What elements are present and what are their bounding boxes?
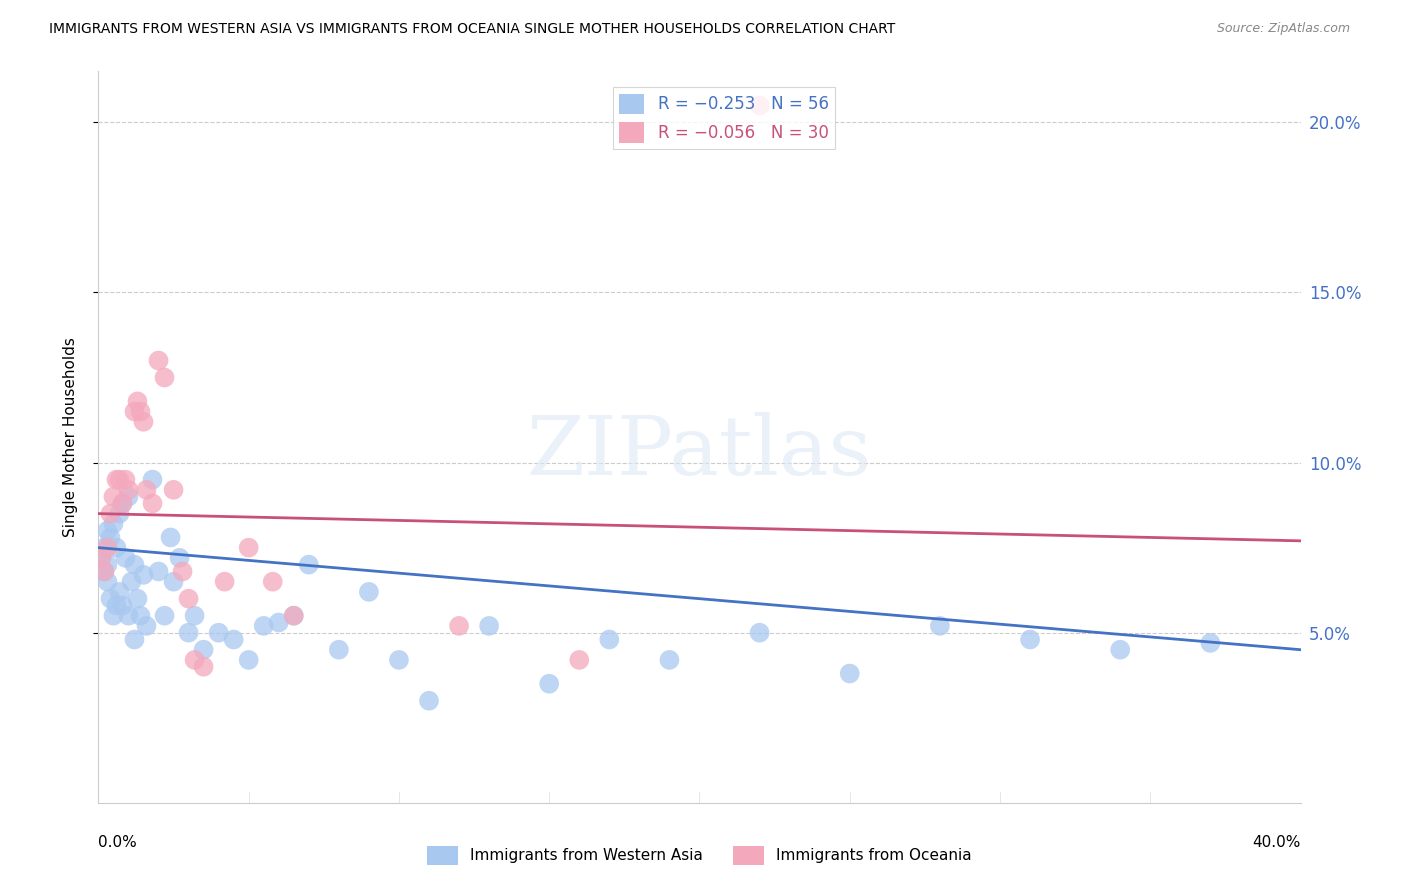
Point	[105, 599, 128, 613]
Point	[124, 632, 146, 647]
Text: 0.0%: 0.0%	[98, 836, 138, 850]
Point	[253, 619, 276, 633]
Point	[658, 653, 681, 667]
Point	[148, 565, 170, 579]
Point	[114, 473, 136, 487]
Point	[90, 550, 112, 565]
Point	[222, 632, 245, 647]
Point	[183, 653, 205, 667]
Point	[108, 473, 131, 487]
Point	[283, 608, 305, 623]
Text: Source: ZipAtlas.com: Source: ZipAtlas.com	[1216, 22, 1350, 36]
Point	[103, 490, 125, 504]
Point	[90, 550, 112, 565]
Point	[328, 642, 350, 657]
Point	[100, 591, 122, 606]
Point	[108, 507, 131, 521]
Point	[96, 541, 118, 555]
Point	[129, 404, 152, 418]
Point	[96, 558, 118, 572]
Point	[1019, 632, 1042, 647]
Point	[117, 490, 139, 504]
Point	[538, 677, 561, 691]
Point	[169, 550, 191, 565]
Point	[208, 625, 231, 640]
Point	[598, 632, 620, 647]
Point	[117, 608, 139, 623]
Point	[357, 585, 380, 599]
Point	[153, 608, 176, 623]
Point	[447, 619, 470, 633]
Point	[129, 608, 152, 623]
Point	[127, 394, 149, 409]
Point	[214, 574, 236, 589]
Point	[124, 404, 146, 418]
Point	[100, 531, 122, 545]
Point	[193, 659, 215, 673]
Point	[262, 574, 284, 589]
Point	[93, 541, 115, 555]
Point	[103, 516, 125, 531]
Point	[121, 574, 143, 589]
Point	[117, 483, 139, 497]
Point	[388, 653, 411, 667]
Point	[298, 558, 321, 572]
Point	[96, 524, 118, 538]
Point	[177, 591, 200, 606]
Point	[193, 642, 215, 657]
Point	[177, 625, 200, 640]
Point	[127, 591, 149, 606]
Point	[183, 608, 205, 623]
Point	[132, 567, 155, 582]
Point	[838, 666, 860, 681]
Point	[267, 615, 290, 630]
Point	[124, 558, 146, 572]
Point	[100, 507, 122, 521]
Point	[103, 608, 125, 623]
Point	[478, 619, 501, 633]
Point	[172, 565, 194, 579]
Point	[108, 585, 131, 599]
Y-axis label: Single Mother Households: Single Mother Households	[63, 337, 77, 537]
Point	[238, 653, 260, 667]
Point	[111, 496, 134, 510]
Point	[111, 496, 134, 510]
Point	[748, 625, 770, 640]
Point	[105, 541, 128, 555]
Point	[141, 496, 163, 510]
Point	[929, 619, 952, 633]
Point	[93, 565, 115, 579]
Point	[1199, 636, 1222, 650]
Point	[568, 653, 591, 667]
Point	[418, 694, 440, 708]
Legend: R = −0.253   N = 56, R = −0.056   N = 30: R = −0.253 N = 56, R = −0.056 N = 30	[613, 87, 835, 149]
Point	[93, 565, 115, 579]
Text: IMMIGRANTS FROM WESTERN ASIA VS IMMIGRANTS FROM OCEANIA SINGLE MOTHER HOUSEHOLDS: IMMIGRANTS FROM WESTERN ASIA VS IMMIGRAN…	[49, 22, 896, 37]
Point	[114, 550, 136, 565]
Point	[283, 608, 305, 623]
Text: ZIPatlas: ZIPatlas	[527, 412, 872, 491]
Point	[111, 599, 134, 613]
Point	[135, 483, 157, 497]
Point	[153, 370, 176, 384]
Point	[1109, 642, 1132, 657]
Point	[96, 574, 118, 589]
Text: 40.0%: 40.0%	[1253, 836, 1301, 850]
Point	[148, 353, 170, 368]
Point	[748, 98, 770, 112]
Point	[132, 415, 155, 429]
Point	[141, 473, 163, 487]
Point	[238, 541, 260, 555]
Point	[162, 483, 184, 497]
Point	[159, 531, 181, 545]
Point	[105, 473, 128, 487]
Point	[162, 574, 184, 589]
Point	[135, 619, 157, 633]
